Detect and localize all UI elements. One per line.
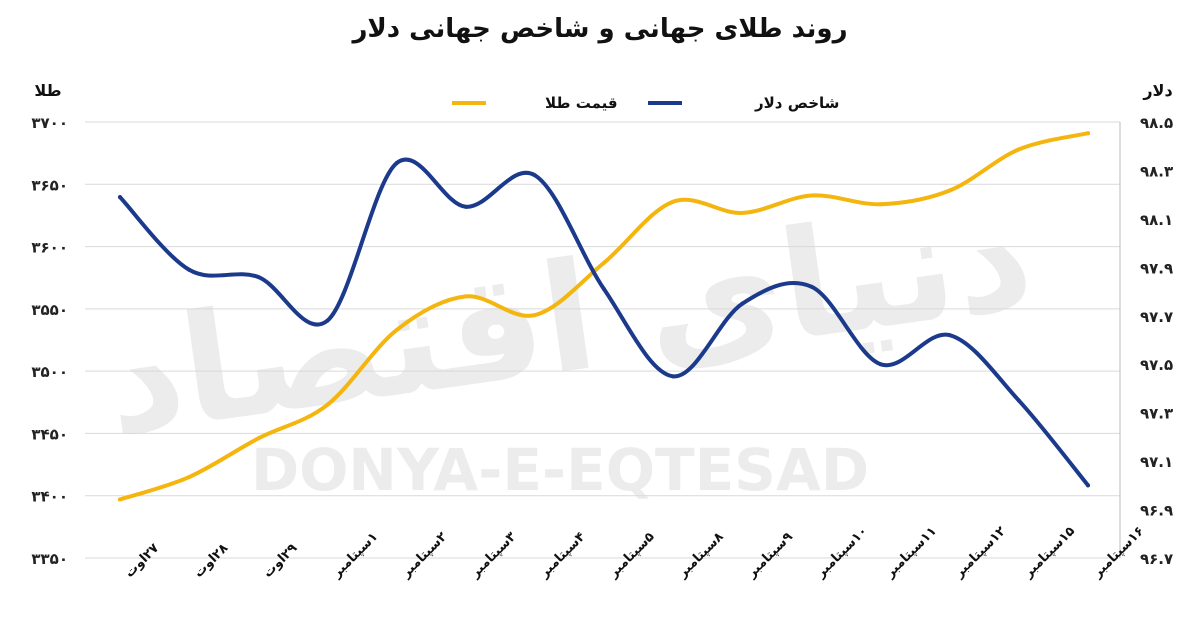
left-axis-title: طلا: [34, 81, 61, 100]
dollar-data-point: [671, 374, 676, 379]
gold-data-point: [1016, 147, 1021, 152]
gold-data-point: [118, 497, 122, 502]
left-tick-label: ۳۵۵۰: [31, 301, 68, 319]
x-tick-label: ۸سپتامبر: [675, 529, 727, 581]
dollar-data-point: [740, 301, 745, 306]
right-tick-label: ۹۶.۹: [1140, 502, 1173, 520]
gold-data-point: [947, 188, 952, 193]
x-tick-label: ۵سپتامبر: [606, 529, 658, 581]
watermark-latin: DONYA-E-EQTESAD: [251, 436, 869, 504]
dollar-data-point: [809, 284, 814, 289]
gold-data-point: [740, 210, 745, 215]
x-tick-label: ۱۶سپتامبر: [1090, 524, 1148, 582]
gold-data-point: [463, 294, 468, 299]
dollar-data-point: [325, 318, 330, 323]
x-tick-label: ۱۰سپتامبر: [813, 524, 871, 582]
x-tick-label: ۲۷اوت: [122, 541, 162, 581]
dollar-data-point: [532, 173, 537, 178]
left-tick-label: ۳۳۵۰: [31, 550, 68, 568]
dollar-data-point: [463, 204, 468, 209]
gold-data-point: [532, 313, 537, 318]
right-axis-title: دلار: [1142, 81, 1172, 100]
right-tick-label: ۹۷.۹: [1140, 259, 1173, 277]
right-tick-label: ۹۸.۵: [1140, 114, 1173, 132]
dollar-data-point: [1086, 483, 1090, 488]
gold-data-point: [878, 202, 883, 207]
left-tick-label: ۳۵۰۰: [31, 363, 68, 381]
dollar-index-line: [118, 157, 1090, 488]
dollar-data-point: [394, 161, 399, 166]
gold-data-point: [394, 328, 399, 333]
watermark-persian-logo: دنیای اقتصاد: [95, 168, 1043, 470]
x-tick-label: ۲۹اوت: [261, 541, 301, 581]
dollar-data-point: [947, 333, 952, 338]
x-tick-label: ۱۱سپتامبر: [882, 524, 940, 582]
right-tick-label: ۹۷.۵: [1140, 356, 1173, 374]
gold-data-point: [187, 475, 192, 480]
dollar-data-point: [1016, 398, 1021, 403]
right-tick-label: ۹۸.۳: [1140, 162, 1173, 180]
left-tick-label: ۳۴۵۰: [31, 425, 68, 443]
x-tick-label: ۱۲سپتامبر: [951, 524, 1009, 582]
right-tick-label: ۹۸.۱: [1140, 211, 1173, 229]
dollar-data-point: [187, 267, 192, 272]
chart-title: روند طلای جهانی و شاخص جهانی دلار: [352, 14, 848, 44]
x-tick-label: ۱سپتامبر: [329, 529, 381, 581]
dollar-data-point: [878, 362, 883, 367]
gold-data-point: [1086, 131, 1090, 136]
gold-data-point: [602, 260, 606, 265]
gold-data-point: [325, 402, 330, 407]
right-tick-label: ۹۶.۷: [1140, 550, 1173, 568]
legend-label: شاخص دلار: [754, 94, 839, 112]
right-tick-label: ۹۷.۱: [1140, 453, 1173, 471]
right-tick-label: ۹۷.۳: [1140, 405, 1173, 423]
x-tick-label: ۲۸اوت: [191, 541, 231, 581]
left-tick-label: ۳۴۰۰: [31, 488, 68, 506]
left-tick-label: ۳۶۰۰: [31, 239, 68, 257]
legend-label: قیمت طلا: [545, 94, 618, 112]
x-tick-label: ۱۵سپتامبر: [1020, 524, 1078, 582]
x-tick-label: ۹سپتامبر: [744, 529, 796, 581]
dollar-data-point: [118, 195, 122, 200]
right-tick-label: ۹۷.۷: [1140, 308, 1173, 326]
gold-data-point: [809, 193, 814, 198]
dollar-data-point: [602, 287, 606, 292]
left-tick-label: ۳۶۵۰: [31, 176, 68, 194]
gold-data-point: [671, 199, 676, 204]
gold-data-point: [256, 436, 261, 441]
x-tick-label: ۴سپتامبر: [536, 529, 588, 581]
dollar-data-point: [256, 275, 261, 280]
left-tick-label: ۳۷۰۰: [31, 114, 68, 132]
x-tick-label: ۲سپتامبر: [398, 529, 450, 581]
x-tick-label: ۳سپتامبر: [467, 529, 519, 581]
